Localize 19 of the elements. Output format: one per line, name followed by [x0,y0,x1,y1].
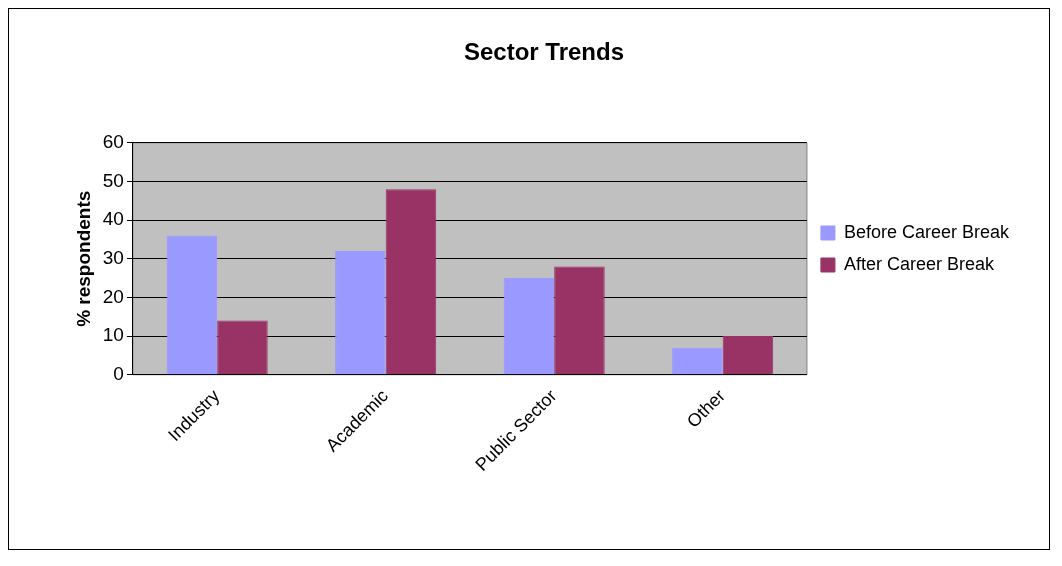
y-tick-label: 30 [102,247,124,268]
legend-label: Before Career Break [843,221,1010,242]
y-tick-label: 10 [102,324,124,346]
y-tick-label: 50 [102,169,124,191]
y-tick-label: 0 [113,362,124,384]
bar [385,189,437,375]
chart-title: Sector Trends [463,38,625,66]
bar [554,266,605,375]
y-tick-label: 40 [102,208,124,230]
bar [503,278,555,375]
y-tick-label: 60 [102,131,124,153]
bar [722,336,774,375]
y-tick-label: 20 [102,285,124,307]
y-axis-title: % respondents [72,190,94,327]
bar [335,251,386,375]
bar [166,235,218,375]
bar [217,320,268,375]
legend-label: After Career Break [843,253,995,274]
bar [672,347,723,375]
